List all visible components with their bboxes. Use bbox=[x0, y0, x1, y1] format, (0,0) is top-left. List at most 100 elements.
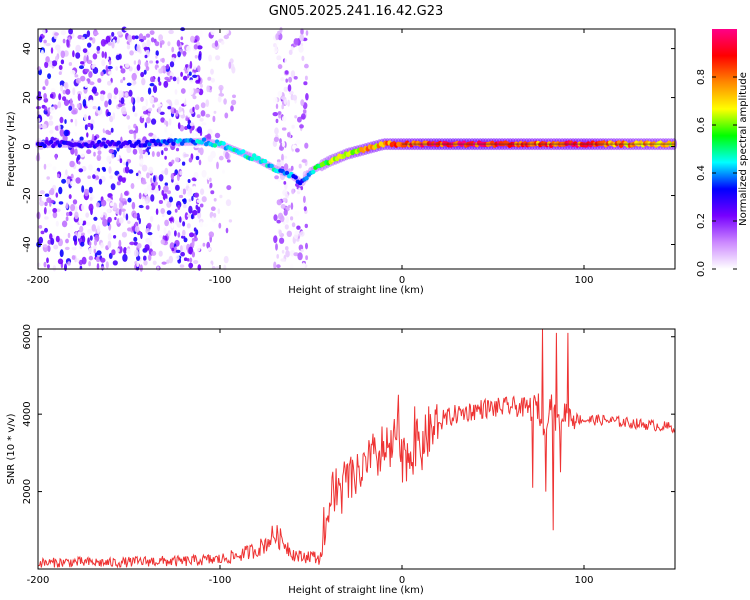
spectrogram-noise-dot bbox=[119, 61, 125, 66]
spectrogram-noise-dot bbox=[74, 148, 78, 157]
spectrogram-noise-dot bbox=[160, 163, 164, 167]
colorbar: 0.0 0.2 0.4 0.6 0.8 Normalized spectral ampl… bbox=[696, 29, 749, 277]
spectrogram-noise-dot bbox=[58, 112, 62, 119]
spectrogram-noise-dot bbox=[122, 253, 128, 262]
spectrogram-noise-dot bbox=[182, 204, 187, 209]
spectrogram-noise-dot bbox=[290, 46, 294, 51]
spectrogram-noise-dot bbox=[188, 87, 194, 95]
spectrogram-noise-dot bbox=[277, 111, 282, 115]
spectrogram-noise-dot bbox=[120, 208, 126, 212]
spectrogram-noise-dot bbox=[81, 185, 85, 193]
spectrogram-noise-dot bbox=[100, 242, 104, 249]
spectrogram-noise-dot bbox=[147, 87, 152, 95]
spectrogram-noise-dot bbox=[89, 99, 94, 106]
spectrogram-noise-dot bbox=[49, 115, 53, 120]
spectrogram-noise-dot bbox=[192, 74, 198, 79]
spectrogram-noise-dot bbox=[129, 241, 135, 246]
spectrogram-noise-dot bbox=[96, 45, 101, 52]
spectrogram-noise-dot bbox=[72, 40, 76, 49]
spectrogram-noise-dot bbox=[115, 54, 121, 61]
spectrogram-noise-dot bbox=[161, 170, 166, 175]
spectrogram-noise-dot bbox=[100, 199, 107, 207]
spectrogram-noise-dot bbox=[158, 34, 164, 42]
spectrogram-noise-dot bbox=[200, 110, 206, 117]
spectrogram-noise-dot bbox=[44, 78, 49, 87]
spectrogram-noise-dot bbox=[113, 95, 117, 100]
spectrogram-noise-dot bbox=[111, 31, 115, 37]
spectrogram-noise-dot bbox=[217, 95, 222, 103]
spectrogram-ridge-point bbox=[249, 156, 255, 162]
spectrogram-noise-dot bbox=[301, 55, 305, 61]
spectrogram-noise-dot bbox=[176, 76, 180, 85]
spectrogram-noise-dot bbox=[159, 111, 165, 116]
spectrogram-noise-dot bbox=[122, 76, 126, 81]
spectrogram-noise-dot bbox=[186, 201, 189, 206]
spectrogram-noise-dot bbox=[226, 185, 232, 191]
spectrogram-noise-dot bbox=[132, 166, 136, 172]
spectrogram-noise-dot bbox=[276, 219, 282, 224]
spectrogram-noise-dot bbox=[175, 255, 180, 261]
spectrogram-noise-dot bbox=[113, 235, 117, 239]
spectrogram-noise-dot bbox=[182, 198, 187, 205]
spectrogram-noise-dot bbox=[121, 231, 127, 238]
spectrogram-noise-dot bbox=[210, 150, 216, 159]
spectrogram-noise-dot bbox=[124, 92, 129, 98]
spectrogram-noise-dot bbox=[212, 115, 216, 123]
spectrogram-noise-dot bbox=[67, 232, 71, 239]
spectrogram-noise-dot bbox=[169, 61, 175, 68]
spectrogram-noise-dot bbox=[195, 204, 199, 210]
spectrogram-noise-dot bbox=[192, 185, 196, 192]
spectrogram-noise-dot bbox=[92, 53, 98, 60]
spectrogram-noise-dot bbox=[199, 203, 204, 208]
spectrogram-noise-dot bbox=[93, 216, 98, 221]
spectrogram-ridge-point bbox=[293, 175, 298, 180]
spectrogram-noise-dot bbox=[79, 153, 85, 158]
spectrogram-noise-dot bbox=[174, 89, 178, 95]
spectrogram-noise-dot bbox=[275, 243, 278, 251]
spectrogram-noise-dot bbox=[81, 203, 86, 212]
spectrogram-noise-dot bbox=[74, 211, 79, 220]
spectrogram-noise-dot bbox=[147, 112, 151, 117]
spectrogram-ridge-point bbox=[90, 140, 95, 146]
spectrogram-noise-dot bbox=[84, 68, 90, 73]
spectrogram-noise-dot bbox=[164, 132, 169, 137]
snr-y-tick-label: 2000 bbox=[22, 479, 33, 504]
spectrogram-noise-dot bbox=[280, 77, 285, 82]
spectrogram-noise-dot bbox=[86, 222, 91, 227]
spectrogram-ridge-point bbox=[262, 159, 268, 164]
spectrogram-noise-dot bbox=[100, 257, 106, 263]
spectrogram-noise-dot bbox=[194, 88, 200, 94]
spectrogram-noise-dot bbox=[223, 34, 229, 40]
spectrogram-noise-dot bbox=[167, 230, 171, 237]
spectrogram-noise-dot bbox=[272, 112, 279, 117]
spectrogram-noise-dot bbox=[285, 250, 290, 258]
spectrogram-noise-dot bbox=[118, 175, 123, 182]
spectrogram-noise-dot bbox=[193, 260, 199, 264]
spectrogram-noise-dot bbox=[164, 155, 167, 160]
spectrogram-noise-dot bbox=[193, 44, 198, 50]
spectrogram-noise-dot bbox=[298, 163, 302, 169]
spectrogram-ridge-point bbox=[55, 140, 60, 145]
spectrogram-noise-dot bbox=[176, 39, 181, 47]
spectrogram-noise-dot bbox=[130, 221, 135, 227]
spectrogram-noise-dot bbox=[287, 84, 292, 92]
spectrogram-ridge-point bbox=[171, 141, 176, 146]
spectrogram-noise-dot bbox=[155, 50, 159, 57]
spectrogram-noise-dot bbox=[50, 47, 54, 54]
spectrogram-noise-dot bbox=[152, 260, 157, 265]
spectrogram-noise-dot bbox=[197, 45, 203, 50]
spectrogram-noise-dot bbox=[127, 220, 131, 224]
spectrogram-noise-dot bbox=[88, 186, 93, 194]
spectrogram-noise-dot bbox=[147, 240, 153, 247]
spectrogram-noise-dot bbox=[45, 250, 49, 256]
spectrogram-noise-dot bbox=[43, 207, 47, 215]
spectrogram-noise-dot bbox=[82, 99, 87, 107]
spectrogram-noise-dot bbox=[305, 242, 308, 250]
spectrogram-y-tick-label: 0 bbox=[22, 143, 33, 149]
spectrogram-noise-dot bbox=[191, 131, 195, 138]
spectrogram-noise-dot bbox=[213, 110, 217, 114]
spectrogram-noise-dot bbox=[174, 208, 178, 213]
spectrogram-noise-dot bbox=[88, 255, 94, 261]
spectrogram-noise-dot bbox=[205, 113, 211, 118]
spectrogram-noise-dot bbox=[170, 173, 175, 180]
